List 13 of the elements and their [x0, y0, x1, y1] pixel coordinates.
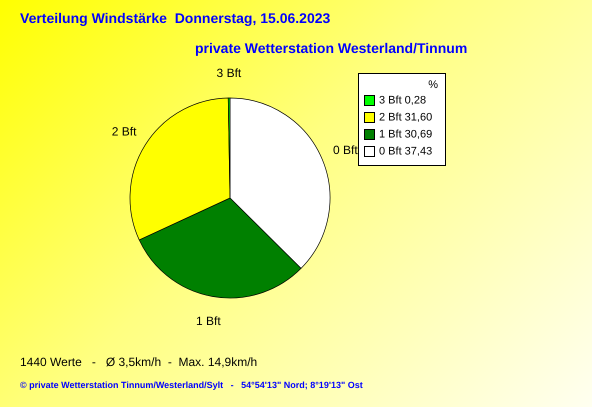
category-label: 3 Bft 0,28: [379, 94, 426, 106]
category-label: 2 Bft 31,60: [379, 112, 432, 124]
category-label: 1 Bft 30,69: [379, 128, 432, 140]
slice-label: 3 Bft: [216, 66, 242, 80]
category-label: 0 Bft 37,43: [379, 146, 432, 158]
legend-title: %: [428, 79, 438, 91]
slice-label: 2 Bft: [112, 124, 138, 139]
slice-label: 1 Bft: [196, 314, 222, 328]
text: 1440 Werte - Ø 3,5km/h - Max. 14,9km/h: [20, 355, 258, 369]
chart-title: Verteilung Windstärke Donnerstag, 15.06.2023: [20, 10, 330, 26]
text: © private Wetterstation Tinnum/Westerland/Sylt - 54°54'13" Nord; 8°19'13" Ost: [20, 380, 363, 390]
legend-label: 0 Bft: [333, 142, 358, 157]
chart-subtitle: private Wetterstation Westerland/Tinnum: [195, 40, 468, 56]
